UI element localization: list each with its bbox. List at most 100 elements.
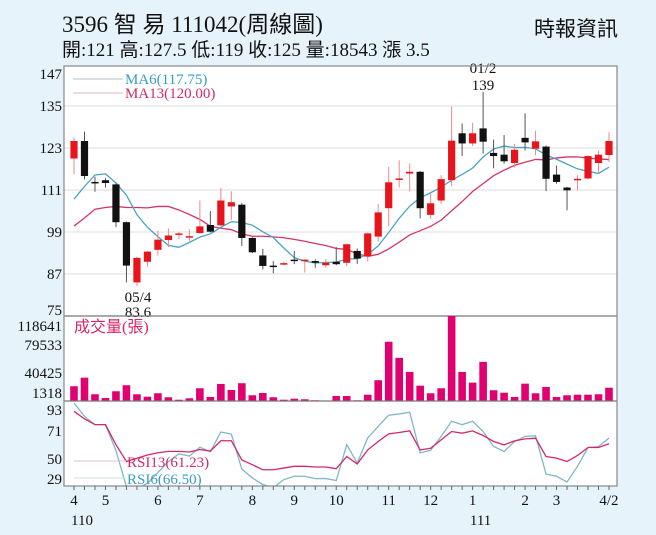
candle-body [458,133,466,144]
candle-body [217,200,225,226]
candle [175,232,183,239]
volume-bar [552,396,561,401]
candle [112,183,120,228]
x-label: 11 [381,493,395,509]
x-label: 6 [154,493,162,509]
candle-body [269,265,277,268]
volume-tick: 79533 [25,338,63,354]
volume-bar [164,397,173,401]
candle-body [521,137,529,143]
candle [416,171,424,219]
candle-body [594,154,603,164]
plot-area [64,66,617,486]
x-label: 8 [249,493,257,509]
candle [185,229,193,241]
volume-bar [458,371,466,401]
candle-body [112,184,120,223]
candle [122,221,131,283]
low-annotation-value: 83.6 [125,305,152,321]
candle-body [427,203,435,215]
x-label: 10 [329,493,344,509]
candle-body [122,222,131,266]
ma13-line [73,156,610,257]
moving-average-lines [73,145,610,264]
volume-bar [280,399,288,401]
rsi13-legend: RSI13(61.23) [127,455,209,471]
candle-body [605,141,613,155]
volume-tick: 40425 [25,366,63,382]
candle [290,250,298,265]
candle [227,191,235,221]
volume-bar [185,398,194,401]
candle [374,204,382,242]
volume-bar [238,383,246,401]
volume-bar [416,385,424,401]
candle-body [353,250,361,259]
candle-body [164,235,173,241]
rsi-tick: 50 [47,452,62,468]
candle [332,247,340,266]
candle-body [143,251,152,262]
candle-body [416,171,424,209]
volume-label: 成交量(張) [74,318,149,336]
candle [80,131,89,180]
candle-body [552,174,561,182]
price-axis: 147 135 123 111 99 87 75 [40,67,63,319]
x-label: 12 [423,493,438,509]
x-label: 4 [70,493,78,509]
x-label: 1 [469,493,477,509]
price-gridlines [64,105,617,275]
low-annotation-date: 05/4 [125,290,152,306]
candle [531,130,540,156]
candle-body [70,141,78,159]
volume-bar [80,377,89,401]
volume-bar [468,382,477,401]
volume-bar [259,392,267,401]
candle [196,200,204,234]
candle-body [91,181,99,184]
candle [364,232,372,262]
x-label: 4/2 [599,493,618,509]
candle [206,211,214,233]
candle [164,228,173,248]
candle [521,113,529,151]
price-tick: 75 [47,303,62,319]
candle [552,165,561,184]
volume-bar [227,389,236,401]
candle-body [101,180,110,183]
candle-body [374,212,382,237]
candle-body [542,146,550,179]
volume-bar [479,361,487,401]
volume-bar [447,316,456,401]
candle-body [395,178,403,180]
candle-body [227,202,235,207]
candle [343,243,351,267]
candle-body [311,261,319,263]
candle-body [238,204,246,238]
volume-bar [196,388,204,401]
price-tick: 111 [41,183,62,199]
volume-tick: 1318 [32,386,62,402]
volume-bar [542,386,550,401]
quote-summary: 開:121 高:127.5 低:119 收:125 量:18543 漲 3.5 [62,39,430,61]
candle-body [510,149,519,164]
candle [259,248,267,270]
candle [91,176,99,192]
volume-bar [531,393,540,401]
volume-bar [143,396,152,401]
volume-bar [489,390,498,401]
candle [101,178,110,188]
volume-bar [594,394,603,401]
volume-bar [500,392,508,401]
ma6-line [73,145,610,264]
volume-bar [175,399,183,401]
candle-body [196,226,204,234]
candle-body [364,233,372,257]
rsi6-legend: RSI6(66.50) [127,472,202,488]
volume-bar [363,394,372,401]
candle [458,123,466,157]
volume-bar [521,383,529,401]
volume-bar [563,395,571,401]
candle [510,143,519,168]
